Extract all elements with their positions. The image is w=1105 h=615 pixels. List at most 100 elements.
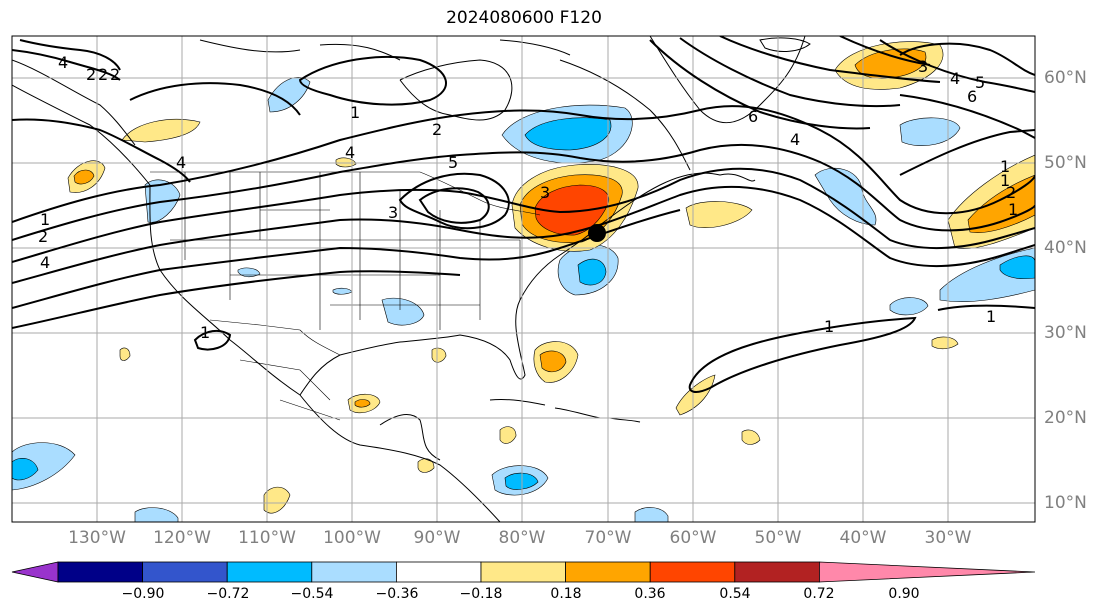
lon-label: 30°W <box>924 528 972 548</box>
contour-label: 4 <box>950 69 960 88</box>
colorbar-segment <box>226 561 313 583</box>
contour-label: 3 <box>388 203 398 222</box>
caribbean-islands <box>489 399 641 423</box>
colorbar-tick-label: 0.72 <box>803 586 835 602</box>
neg-anomaly-area <box>267 77 311 113</box>
colorbar-tick-label: −0.54 <box>290 586 334 602</box>
contour-line <box>839 36 931 66</box>
pos-anomaly-area <box>931 336 959 350</box>
contour-label: 5 <box>975 73 985 92</box>
lat-label: 40°N <box>1044 238 1087 258</box>
contour-line <box>679 37 901 108</box>
contour-label: 1 <box>1008 200 1018 219</box>
contour-line <box>879 39 1035 93</box>
contour-label: 1 <box>986 307 996 326</box>
contour-line <box>12 270 461 329</box>
neg-anomaly-area <box>999 255 1035 280</box>
atlantic-canada-coast <box>599 172 756 226</box>
colorbar-segment <box>142 561 228 583</box>
pos-anomaly-area <box>263 486 291 514</box>
contour-label: 2 <box>98 65 108 84</box>
yucatan-coast <box>379 414 441 461</box>
pos-anomaly-area <box>685 201 753 228</box>
greenland-coast <box>649 36 806 124</box>
lon-label: 110°W <box>238 528 296 548</box>
contour-label: 2 <box>110 65 120 84</box>
contour-line <box>899 42 1035 76</box>
neg-anomaly-area <box>814 167 877 226</box>
lat-label: 20°N <box>1044 408 1087 428</box>
colorbar-segment <box>565 561 651 583</box>
labrador-coast <box>559 59 691 171</box>
contour-line <box>298 55 447 106</box>
lon-label: 100°W <box>323 528 381 548</box>
lon-label: 90°W <box>413 528 461 548</box>
contour-label: 1 <box>1000 157 1010 176</box>
us-canada-border <box>150 171 541 216</box>
contour-label: 1 <box>200 323 210 342</box>
colorbar-segment <box>649 561 736 583</box>
lon-label: 120°W <box>153 528 211 548</box>
graticule <box>12 36 1035 522</box>
pos-anomaly-area <box>119 347 131 361</box>
contour-line <box>688 316 917 393</box>
mexico-states <box>239 359 341 421</box>
colorbar-segment <box>480 561 566 583</box>
neg-anomaly-area <box>889 297 929 316</box>
contour-line <box>937 304 1035 311</box>
colorbar-tick-label: 0.54 <box>719 586 751 602</box>
lon-label: 60°W <box>669 528 717 548</box>
colorbar-tick-label: −0.90 <box>121 586 165 602</box>
pos-anomaly-area <box>431 347 447 363</box>
neg-anomaly-area <box>381 297 425 326</box>
colorbar-segment <box>734 561 820 583</box>
contour-label: 4 <box>790 130 800 149</box>
political-borders <box>150 171 541 421</box>
contour-label: 2 <box>86 65 96 84</box>
contour-labels: 4 2 2 2 1 2 4 1 1 4 2 5 3 3 4 6 4 5 6 3 … <box>38 53 1018 342</box>
pos-anomaly-area <box>675 374 716 416</box>
colorbar-tick-label: −0.18 <box>459 586 503 602</box>
colorbar-segment <box>395 561 482 583</box>
lat-label: 50°N <box>1044 153 1087 173</box>
pos-anomaly-area <box>121 119 201 143</box>
contour-line <box>418 187 490 224</box>
colorbar-segment <box>57 561 143 583</box>
us-mexico-border <box>209 319 341 356</box>
contour-label: 4 <box>40 253 50 272</box>
neg-anomaly-area <box>899 117 961 147</box>
colorbar-tick-label: 0.90 <box>888 586 920 602</box>
gulf-coast <box>299 224 601 396</box>
contour-line <box>12 209 681 309</box>
contour-line <box>12 167 1035 263</box>
colorbar-tick-label: 0.36 <box>634 586 666 602</box>
storm-center-marker <box>588 224 606 242</box>
colorbar-tick-label: 0.18 <box>550 586 582 602</box>
lon-label: 50°W <box>754 528 802 548</box>
alaska-coast <box>12 59 136 146</box>
colorbar-arrow-left <box>11 561 59 583</box>
contour-label: 3 <box>918 57 928 76</box>
contour-line <box>12 185 1035 284</box>
contour-label: 4 <box>58 53 68 72</box>
lat-label: 10°N <box>1044 493 1087 513</box>
lat-label: 30°N <box>1044 323 1087 343</box>
colorbar-segment <box>311 561 397 583</box>
colorbar-tick-label: −0.72 <box>206 586 250 602</box>
contour-label: 3 <box>540 183 550 202</box>
contour-label: 1 <box>40 210 50 229</box>
lat-label: 60°N <box>1044 68 1087 88</box>
neg-anomaly-area <box>634 507 669 522</box>
neg-anomaly-area <box>332 287 353 295</box>
contour-line <box>12 143 1035 241</box>
contour-line <box>649 39 871 130</box>
pos-anomaly-area <box>741 429 761 445</box>
contour-line <box>398 172 510 230</box>
colorbar <box>11 561 1036 583</box>
map-frame <box>11 35 1036 523</box>
contour-label: 6 <box>967 87 977 106</box>
state-lines <box>170 172 521 330</box>
contour-line <box>193 329 232 351</box>
contour-label: 1 <box>350 103 360 122</box>
